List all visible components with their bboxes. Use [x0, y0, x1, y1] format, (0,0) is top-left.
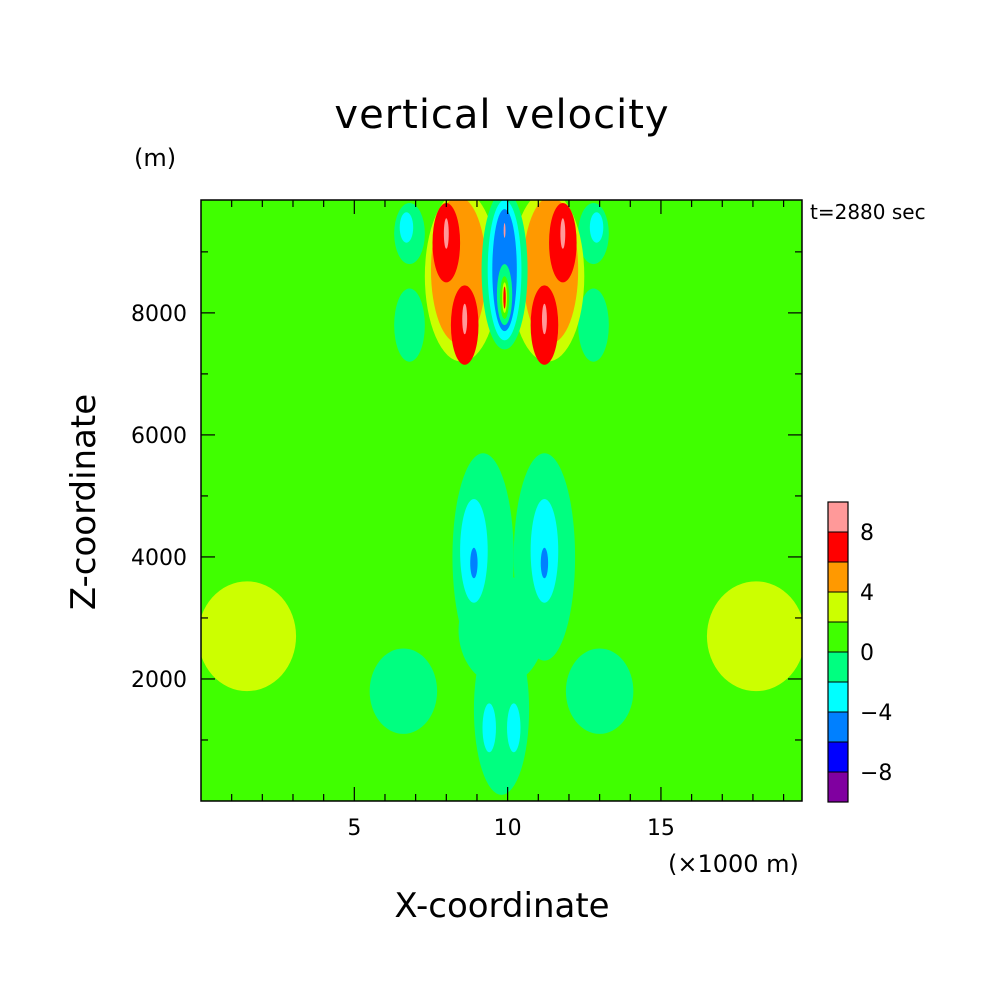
contour-region-7: [369, 648, 438, 734]
colorbar-label: −4: [860, 701, 892, 726]
x-axis-unit: (×1000 m): [668, 850, 799, 878]
colorbar-swatch-0: [828, 772, 848, 802]
contour-region-21: [470, 547, 478, 579]
colorbar-swatch-5: [828, 622, 848, 652]
contour-region-34: [541, 303, 547, 335]
contour-region-10: [458, 575, 545, 686]
contour-region-18: [589, 212, 604, 243]
colorbar-label: −8: [860, 761, 892, 786]
contour-field: [201, 200, 802, 801]
colorbar-swatch-2: [828, 712, 848, 742]
colorbar-swatch-9: [828, 502, 848, 532]
x-tick-label: 15: [647, 816, 675, 841]
time-annotation: t=2880 sec: [810, 200, 926, 224]
contour-region-2: [277, 200, 425, 472]
contour-region-8: [565, 648, 634, 734]
x-tick-label: 5: [347, 816, 361, 841]
contour-region-12: [578, 288, 609, 362]
y-tick-label: 2000: [131, 668, 187, 693]
contour-region-0: [201, 581, 297, 692]
colorbar-label: 8: [860, 521, 874, 546]
y-axis-unit: (m): [134, 144, 177, 172]
contour-region-19: [482, 703, 496, 753]
contour-region-1: [706, 581, 802, 692]
y-axis-label: Z-coordinate: [64, 393, 104, 611]
colorbar-label: 4: [860, 581, 874, 606]
plot-frame: [200, 199, 803, 802]
contour-region-17: [399, 212, 414, 243]
contour-region-41: [503, 286, 506, 309]
contour-region-31: [443, 218, 449, 249]
colorbar-swatch-3: [828, 682, 848, 712]
colorbar: 8 4 0 −4 −8: [827, 501, 892, 803]
y-tick-label: 4000: [131, 546, 187, 571]
contour-region-3: [578, 200, 726, 472]
y-tick-label: 6000: [131, 424, 187, 449]
contour-region-20: [507, 703, 521, 753]
colorbar-swatch-7: [828, 562, 848, 592]
axis-ticks: [201, 200, 802, 801]
chart-title: vertical velocity: [334, 92, 670, 138]
colorbar-swatch-1: [828, 742, 848, 772]
colorbar-label: 0: [860, 641, 874, 666]
contour-region-11: [394, 288, 425, 362]
colorbar-swatch-8: [828, 532, 848, 562]
contour-region-22: [540, 547, 549, 579]
colorbar-swatch-4: [828, 652, 848, 682]
contour-region-33: [560, 218, 566, 249]
y-tick-label: 8000: [131, 302, 187, 327]
x-tick-label: 10: [494, 816, 522, 841]
axis-tick-labels: 5 10 15 2000 4000 6000 8000: [131, 302, 675, 841]
contour-region-42: [503, 223, 506, 238]
x-axis-label: X-coordinate: [394, 886, 610, 926]
contour-region-32: [462, 303, 468, 335]
colorbar-swatch-6: [828, 592, 848, 622]
